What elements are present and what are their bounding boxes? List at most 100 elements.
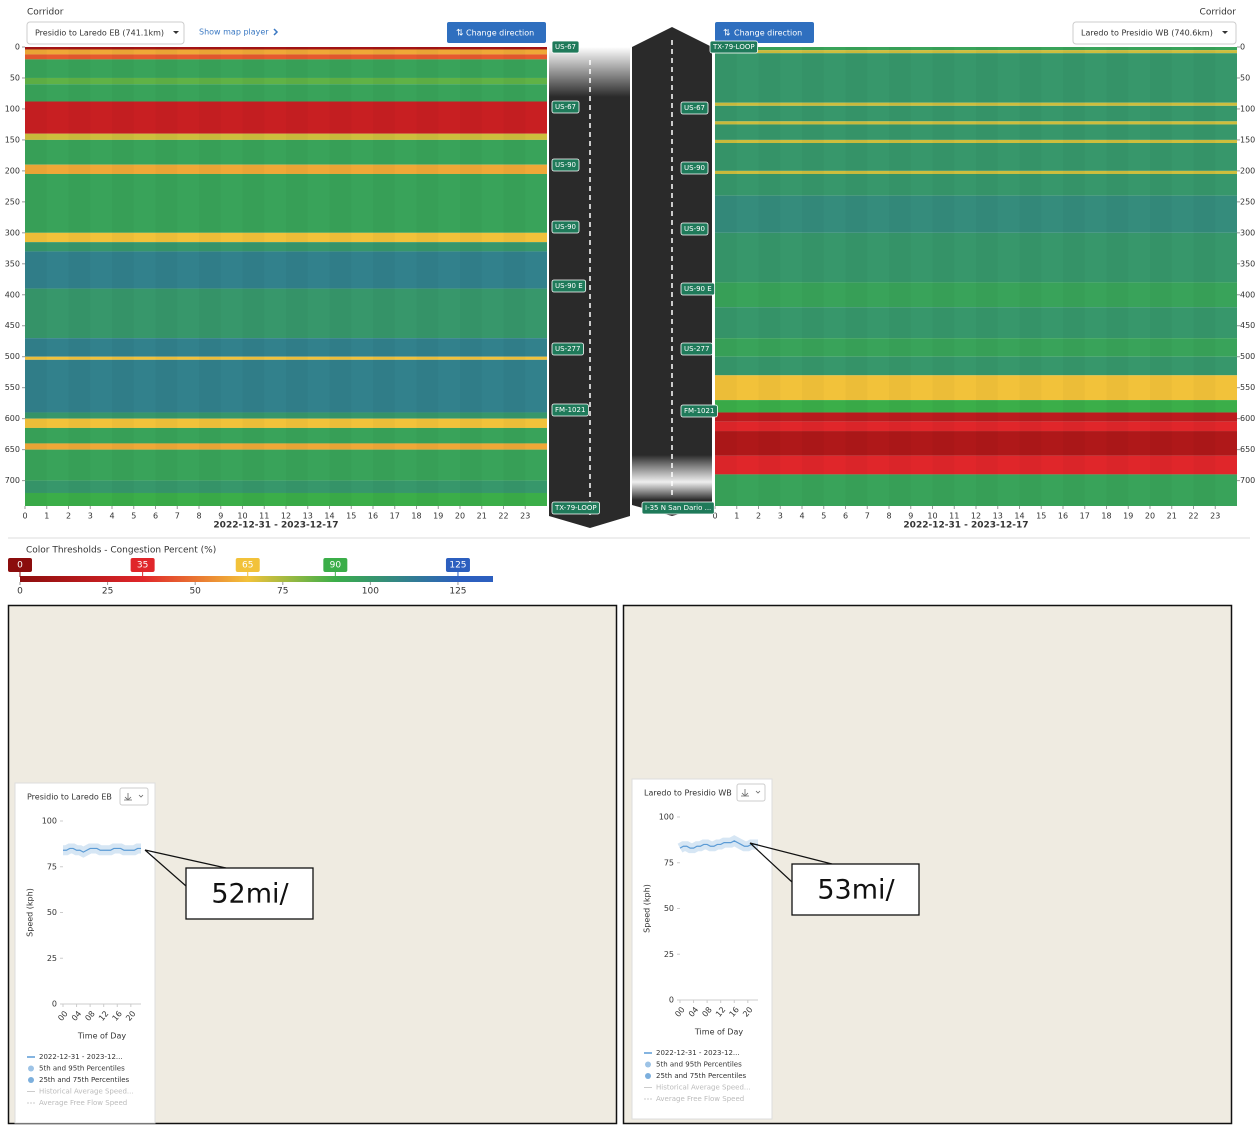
y-tick-label: 350 [1240, 259, 1255, 268]
y-tick-label: 300 [1240, 228, 1255, 237]
hour-shade [1194, 47, 1216, 506]
legend-entry[interactable]: 25th and 75th Percentiles [656, 1072, 747, 1080]
legend-entry[interactable]: 5th and 95th Percentiles [656, 1061, 742, 1069]
x-tick-label: 22 [1188, 512, 1198, 521]
dashboard: Corridor Corridor Presidio to Laredo EB … [0, 0, 1259, 1125]
hour-shade [69, 47, 91, 506]
legend-swatch [645, 1073, 651, 1079]
y-tick-label: 0 [669, 996, 674, 1005]
x-tick-label: 21 [477, 512, 487, 521]
x-tick-label: 18 [411, 512, 421, 521]
hour-shade [330, 47, 352, 506]
change-direction-text[interactable]: Change direction [466, 29, 534, 38]
download-button[interactable] [120, 788, 148, 805]
hour-shade [373, 47, 395, 506]
legend-entry[interactable]: 2022-12-31 - 2023-12... [656, 1049, 740, 1057]
x-tick-label: 19 [433, 512, 443, 521]
route-label: US-67 [555, 103, 576, 111]
x-tick-label: 21 [1167, 512, 1177, 521]
y-tick-label: 0 [52, 1000, 57, 1009]
y-tick-label: 600 [1240, 414, 1255, 423]
road-wb [632, 27, 712, 516]
x-tick-label: 1 [44, 512, 49, 521]
x-tick-label: 14 [1014, 512, 1024, 521]
route-label: US-90 E [684, 285, 712, 293]
y-tick-label: 25 [47, 954, 57, 963]
x-axis-label: Time of Day [77, 1032, 126, 1041]
hour-shade [417, 47, 439, 506]
route-label: US-277 [555, 345, 580, 353]
x-tick-label: 9 [908, 512, 913, 521]
show-map-link[interactable]: Show map player [199, 28, 269, 37]
x-tick-label: 7 [865, 512, 870, 521]
y-tick-label: 350 [5, 259, 20, 268]
scale-tick-label: 75 [277, 587, 288, 597]
hour-shade [286, 47, 308, 506]
threshold-label: 0 [17, 561, 23, 571]
hour-shade [199, 47, 221, 506]
x-tick-label: 14 [324, 512, 334, 521]
x-tick-label: 15 [1036, 512, 1046, 521]
download-button[interactable] [737, 784, 765, 801]
corridor-select-text[interactable]: Laredo to Presidio WB (740.6km) [1081, 29, 1213, 38]
legend-entry[interactable]: Average Free Flow Speed [656, 1095, 744, 1103]
route-label: US-90 [684, 164, 705, 172]
y-tick-label: 400 [5, 290, 20, 299]
x-tick-label: 0 [22, 512, 27, 521]
route-label: US-67 [684, 104, 705, 112]
y-tick-label: 100 [5, 104, 20, 113]
corridor-select-text[interactable]: Presidio to Laredo EB (741.1km) [35, 29, 164, 38]
hour-shade [1107, 47, 1129, 506]
legend-entry[interactable]: 2022-12-31 - 2023-12... [39, 1053, 123, 1061]
hour-shade [1150, 47, 1172, 506]
route-label: I-35 N San Dario ... [645, 504, 711, 512]
legend-entry[interactable]: 25th and 75th Percentiles [39, 1076, 130, 1084]
legend-swatch [28, 1066, 34, 1072]
x-tick-label: 11 [949, 512, 959, 521]
date-range: 2022-12-31 - 2023-12-17 [213, 521, 338, 531]
x-tick-label: 5 [131, 512, 136, 521]
hour-shade [976, 47, 998, 506]
swap-icon: ⇅ [456, 29, 464, 39]
scale-tick-label: 0 [17, 587, 23, 597]
legend-entry[interactable]: Historical Average Speed... [656, 1084, 751, 1092]
x-tick-label: 10 [927, 512, 937, 521]
x-tick-label: 15 [346, 512, 356, 521]
y-tick-label: 200 [5, 166, 20, 175]
y-tick-label: 650 [5, 445, 20, 454]
legend-entry[interactable]: Average Free Flow Speed [39, 1099, 127, 1107]
x-tick-label: 23 [520, 512, 530, 521]
corridor-label: Corridor [1200, 8, 1237, 18]
y-tick-label: 550 [1240, 383, 1255, 392]
change-direction-text[interactable]: Change direction [734, 29, 802, 38]
x-tick-label: 7 [175, 512, 180, 521]
callout-text: 52mi/ [211, 879, 289, 910]
y-tick-label: 200 [1240, 166, 1255, 175]
y-tick-label: 75 [664, 858, 674, 867]
y-tick-label: 0 [15, 43, 20, 52]
chart-title: Laredo to Presidio WB [644, 789, 732, 798]
y-tick-label: 600 [5, 414, 20, 423]
y-tick-label: 500 [5, 352, 20, 361]
route-label: TX-79-LOOP [712, 43, 755, 51]
corridor-label: Corridor [27, 8, 64, 18]
legend-swatch [645, 1062, 651, 1068]
threshold-label: 90 [330, 561, 342, 571]
hour-shade [25, 47, 47, 506]
hour-shade [460, 47, 482, 506]
legend-entry[interactable]: Historical Average Speed... [39, 1088, 134, 1096]
x-tick-label: 23 [1210, 512, 1220, 521]
x-tick-label: 1 [734, 512, 739, 521]
scale-tick-label: 25 [102, 587, 113, 597]
x-tick-label: 3 [778, 512, 783, 521]
legend-entry[interactable]: 5th and 95th Percentiles [39, 1065, 125, 1073]
x-tick-label: 8 [886, 512, 891, 521]
y-tick-label: 700 [5, 476, 20, 485]
x-tick-label: 17 [390, 512, 400, 521]
y-tick-label: 100 [659, 813, 674, 822]
y-tick-label: 75 [47, 862, 57, 871]
x-tick-label: 4 [109, 512, 114, 521]
y-tick-label: 250 [1240, 197, 1255, 206]
x-tick-label: 6 [843, 512, 848, 521]
y-tick-label: 50 [1240, 73, 1250, 82]
